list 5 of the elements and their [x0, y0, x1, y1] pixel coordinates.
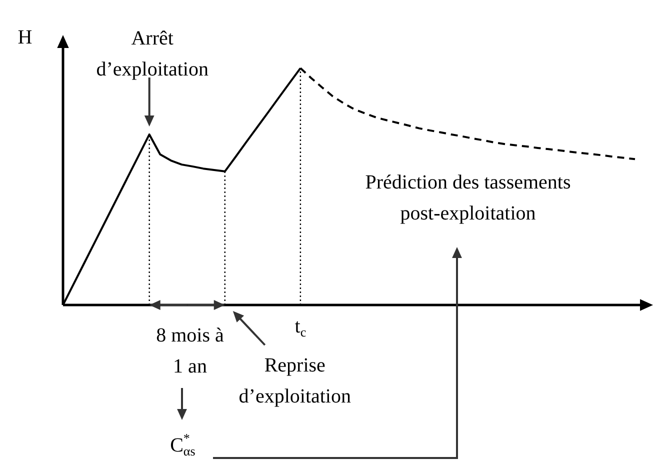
text: Reprise d’exploitation — [238, 354, 351, 408]
y-axis-title: H — [18, 26, 32, 48]
text: 8 mois à 1 an — [156, 324, 224, 378]
annotation: Prédiction des tassements post-exploitation — [365, 171, 571, 224]
annotation: Arrêt d’exploitation — [96, 28, 208, 81]
